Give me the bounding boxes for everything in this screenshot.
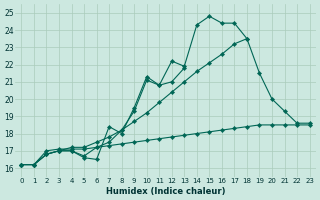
X-axis label: Humidex (Indice chaleur): Humidex (Indice chaleur) <box>106 187 225 196</box>
